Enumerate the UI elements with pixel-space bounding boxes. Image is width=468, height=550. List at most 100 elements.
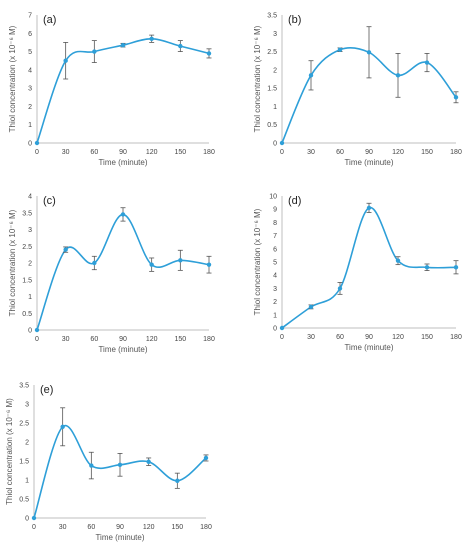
- y-tick-label: 2.5: [19, 421, 29, 428]
- x-tick-label: 120: [392, 149, 404, 156]
- y-axis-label: Thiol concentration (x 10⁻⁶ M): [253, 208, 262, 315]
- y-tick-label: 3: [273, 31, 277, 38]
- data-point: [279, 140, 285, 146]
- y-tick-label: 1: [28, 122, 32, 129]
- y-tick-label: 5: [273, 260, 277, 267]
- y-tick-label: 0.5: [19, 497, 29, 504]
- y-tick-label: 2: [28, 104, 32, 111]
- x-tick-label: 120: [143, 524, 155, 531]
- x-tick-label: 90: [365, 334, 373, 341]
- y-tick-label: 5: [28, 49, 32, 56]
- y-axis-label: Thiol concentration (x 10⁻⁶ M): [5, 398, 14, 505]
- x-tick-label: 90: [116, 524, 124, 531]
- data-point: [178, 258, 183, 263]
- y-tick-label: 1: [273, 104, 277, 111]
- x-tick-label: 0: [35, 149, 39, 156]
- data-point: [453, 265, 459, 270]
- y-tick-label: 10: [269, 194, 277, 201]
- series-line: [281, 207, 457, 329]
- y-tick-label: 2: [25, 440, 29, 447]
- y-tick-label: 3.5: [22, 210, 32, 217]
- y-tick-label: 6: [28, 31, 32, 38]
- chart-panel: 0 0.5 1 1.5 2 2.5 3 3.5 0 30 60 90 120 150 180 Time (mi…: [5, 383, 212, 543]
- y-tick-label: 0: [25, 516, 29, 523]
- y-tick-label: 1: [28, 294, 32, 301]
- data-point: [92, 260, 97, 266]
- data-point: [308, 73, 314, 78]
- y-tick-label: 1.5: [22, 277, 32, 284]
- data-point: [175, 478, 180, 483]
- x-tick-label: 180: [203, 149, 215, 156]
- data-point: [366, 50, 372, 55]
- x-tick-label: 60: [90, 336, 98, 343]
- y-tick-label: 1.5: [267, 86, 277, 93]
- y-axis-label: Thiol concentration (x 10⁻⁶ M): [8, 25, 17, 132]
- panel-label: (d): [288, 195, 301, 207]
- x-axis-label: Time (minute): [344, 343, 393, 352]
- y-tick-label: 7: [273, 233, 277, 240]
- x-axis-label: Time (minute): [98, 345, 147, 354]
- chart-panel: 0 0.5 1 1.5 2 2.5 3 3.5 0 30 60 90 120 150 180 Time (mi…: [253, 13, 462, 168]
- panel-label: (a): [43, 14, 56, 26]
- x-tick-label: 0: [280, 149, 284, 156]
- y-tick-label: 6: [273, 246, 277, 253]
- y-tick-label: 3.5: [267, 13, 277, 20]
- data-point: [337, 47, 343, 52]
- data-point: [203, 455, 209, 461]
- data-point: [206, 262, 212, 267]
- x-tick-label: 60: [87, 524, 95, 531]
- chart-panel: 0 0.5 1 1.5 2 2.5 3 3.5 4 0 30 60 90 120 150 180 Time (m…: [8, 194, 215, 355]
- y-tick-label: 2.5: [267, 49, 277, 56]
- data-point: [279, 325, 285, 331]
- data-point: [337, 286, 343, 291]
- y-tick-label: 9: [273, 207, 277, 214]
- panel-label: (b): [288, 14, 301, 26]
- x-tick-label: 90: [365, 149, 373, 156]
- data-point: [395, 258, 401, 263]
- x-tick-label: 180: [200, 524, 212, 531]
- x-tick-label: 60: [336, 334, 344, 341]
- y-tick-label: 4: [273, 273, 277, 280]
- x-tick-label: 150: [171, 524, 183, 531]
- data-point: [366, 205, 372, 211]
- series-line: [36, 213, 210, 331]
- data-point: [178, 43, 183, 49]
- data-point: [395, 73, 401, 78]
- data-point: [308, 304, 314, 310]
- x-tick-label: 30: [62, 336, 70, 343]
- x-tick-label: 30: [59, 524, 67, 531]
- x-tick-label: 60: [336, 149, 344, 156]
- chart-panel: 0 1 2 3 4 5 6 7 8 9 10 0 30 60 90 120 150 180 Time (minute…: [253, 194, 462, 353]
- x-axis-label: Time (minute): [95, 533, 144, 542]
- data-point: [34, 327, 40, 333]
- data-point: [89, 463, 94, 468]
- x-tick-label: 90: [119, 149, 127, 156]
- y-tick-label: 0.5: [22, 311, 32, 318]
- x-tick-label: 180: [450, 334, 462, 341]
- x-tick-label: 0: [280, 334, 284, 341]
- y-axis-label: Thiol concentration (x 10⁻⁶ M): [253, 25, 262, 132]
- x-tick-label: 120: [392, 334, 404, 341]
- data-point: [31, 515, 37, 521]
- x-axis-label: Time (minute): [344, 158, 393, 167]
- x-tick-label: 180: [203, 336, 215, 343]
- data-point: [120, 212, 126, 217]
- y-tick-label: 3: [28, 227, 32, 234]
- x-tick-label: 150: [174, 336, 186, 343]
- y-axis-label: Thiol concentration (x 10⁻⁶ M): [8, 209, 17, 316]
- x-tick-label: 30: [307, 334, 315, 341]
- y-tick-label: 0.5: [267, 122, 277, 129]
- y-tick-label: 2: [273, 67, 277, 74]
- series-line: [36, 37, 210, 144]
- x-tick-label: 0: [35, 336, 39, 343]
- data-point: [92, 49, 97, 54]
- y-tick-label: 3: [273, 286, 277, 293]
- data-point: [117, 462, 123, 467]
- data-point: [453, 95, 459, 100]
- x-tick-label: 150: [174, 149, 186, 156]
- x-tick-label: 150: [421, 334, 433, 341]
- data-point: [34, 140, 40, 146]
- y-tick-label: 0: [28, 328, 32, 335]
- x-tick-label: 30: [307, 149, 315, 156]
